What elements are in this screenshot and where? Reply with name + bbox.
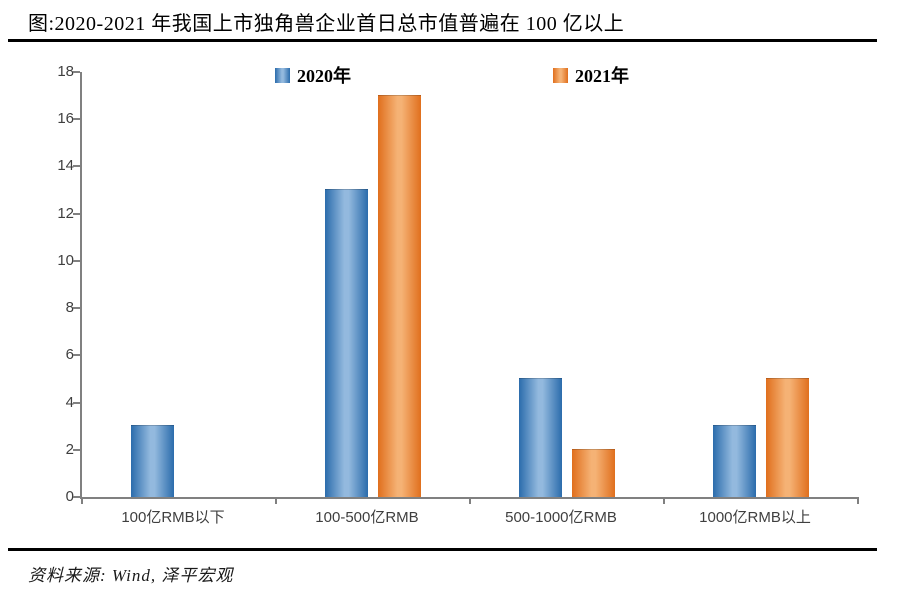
bar-2021年-500-1000亿RMB xyxy=(572,449,615,497)
y-axis-tick xyxy=(73,118,80,121)
bar-2020年-1000亿RMB以上 xyxy=(713,425,756,497)
y-axis-tick xyxy=(73,401,80,404)
y-axis-tick xyxy=(73,354,80,357)
x-axis-category-label: 100亿RMB以下 xyxy=(121,509,225,526)
x-axis-tick xyxy=(275,497,277,504)
bar-2021年-100-500亿RMB xyxy=(378,95,421,497)
x-axis-tick xyxy=(469,497,471,504)
y-axis-tick-label: 2 xyxy=(65,440,74,458)
bar-2021年-1000亿RMB以上 xyxy=(766,378,809,497)
legend-swatch-icon xyxy=(553,67,568,83)
bar-2020年-500-1000亿RMB xyxy=(519,378,562,497)
legend-label: 2021年 xyxy=(575,66,629,86)
y-axis-tick xyxy=(73,259,80,262)
x-axis-tick xyxy=(81,497,83,504)
y-axis-tick xyxy=(73,307,80,310)
source-note: 资料来源: Wind, 泽平宏观 xyxy=(28,566,234,585)
y-axis-tick-label: 0 xyxy=(65,488,74,505)
x-axis-tick xyxy=(857,497,859,504)
y-axis-tick-label: 10 xyxy=(57,251,74,269)
x-axis-category-label: 500-1000亿RMB xyxy=(505,509,617,526)
chart-title: 图:2020-2021 年我国上市独角兽企业首日总市值普遍在 100 亿以上 xyxy=(28,13,625,35)
y-axis-tick-label: 4 xyxy=(65,393,74,411)
y-axis-tick-label: 6 xyxy=(65,346,74,364)
y-axis-tick-label: 8 xyxy=(65,299,74,317)
y-axis-tick xyxy=(73,496,80,498)
source-divider xyxy=(8,548,877,551)
y-axis-tick-label: 16 xyxy=(57,110,74,128)
bar-2020年-100-500亿RMB xyxy=(325,189,368,497)
bar-chart: 2020年 2021年 0 2 4 6 8 10 12 14 16 18 100亿RMB以下 100-… xyxy=(0,44,897,544)
plot-area xyxy=(73,71,859,504)
legend-swatch-icon xyxy=(275,67,290,83)
x-axis-tick xyxy=(663,497,665,504)
y-axis-tick xyxy=(73,71,80,73)
title-divider xyxy=(8,39,877,42)
x-axis-category-label: 1000亿RMB以上 xyxy=(699,509,811,526)
bar-2020年-100亿RMB以下 xyxy=(131,425,174,497)
legend-item-2021年: 2021年 xyxy=(553,62,629,88)
y-axis-tick-label: 18 xyxy=(57,63,74,80)
legend-label: 2020年 xyxy=(297,66,351,86)
legend-item-2020年: 2020年 xyxy=(275,62,351,88)
y-axis-tick xyxy=(73,448,80,451)
y-axis-tick xyxy=(73,212,80,215)
y-axis-tick-label: 12 xyxy=(57,204,74,222)
y-axis-tick xyxy=(73,165,80,168)
x-axis-category-label: 100-500亿RMB xyxy=(315,509,419,526)
y-axis-tick-label: 14 xyxy=(57,157,74,175)
